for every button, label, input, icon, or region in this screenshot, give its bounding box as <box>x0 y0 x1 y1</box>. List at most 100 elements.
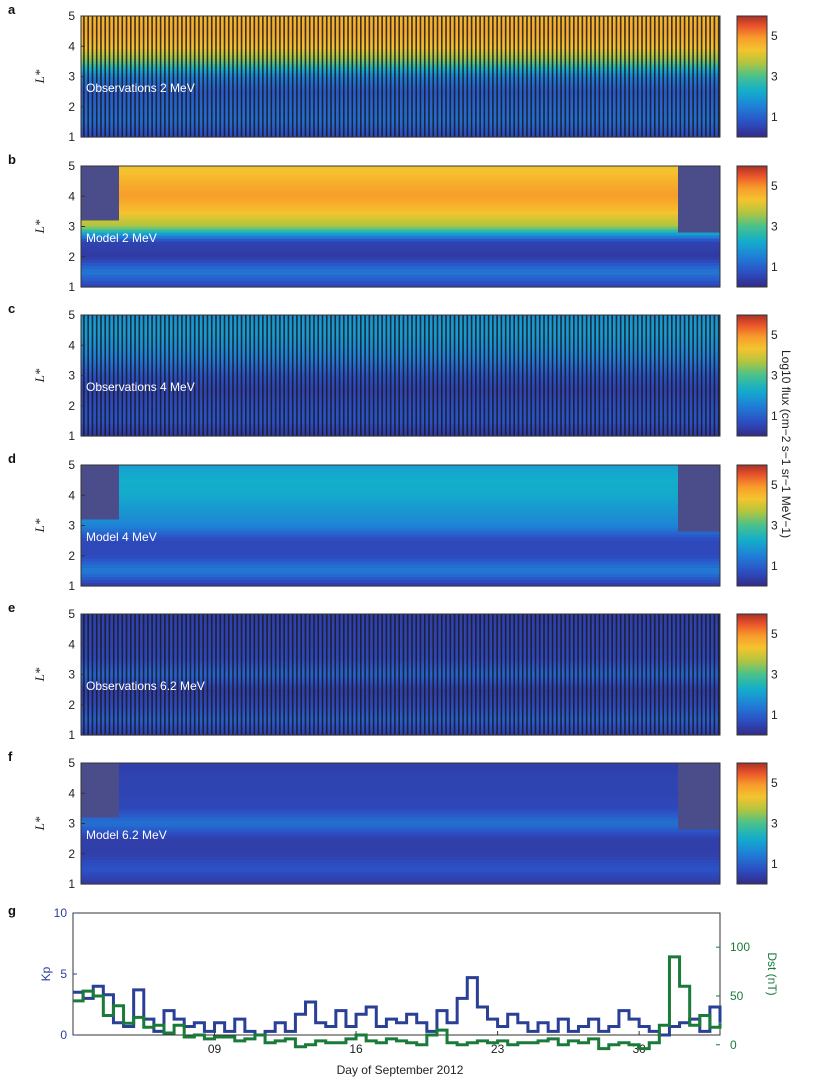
orbit-gap <box>492 16 494 137</box>
orbit-gap <box>496 16 498 137</box>
orbit-gap <box>692 315 694 436</box>
orbit-gap <box>381 16 383 137</box>
heatmap-band <box>81 483 720 487</box>
orbit-gap <box>257 16 260 137</box>
panel-f: f 1 2 3 4 5 L* Model 6.2 MeV 1 3 5 <box>8 749 778 891</box>
orbit-gap <box>543 614 545 735</box>
orbit-gap <box>95 16 98 137</box>
orbit-gap <box>300 16 302 137</box>
heatmap-band <box>81 495 720 499</box>
heatmap-band <box>81 339 720 343</box>
orbit-gap <box>445 614 447 735</box>
orbit-gap <box>555 315 558 436</box>
orbit-gap <box>129 315 132 436</box>
colorbar-tick-label: 3 <box>771 817 778 831</box>
orbit-gap <box>585 315 588 436</box>
orbit-gap <box>193 614 196 735</box>
y-tick-label: 5 <box>68 458 75 472</box>
orbit-gap <box>155 315 158 436</box>
orbit-gap <box>100 16 102 137</box>
orbit-gap <box>479 614 481 735</box>
orbit-gap <box>564 315 567 436</box>
orbit-gap <box>628 315 631 436</box>
no-data-region <box>678 465 720 532</box>
orbit-gap <box>653 614 656 735</box>
heatmap-band <box>81 37 720 41</box>
heatmap-band <box>81 564 720 569</box>
x-tick-label: 23 <box>491 1042 505 1056</box>
orbit-gap <box>411 614 413 735</box>
orbit-gap <box>223 16 226 137</box>
orbit-gap <box>266 16 268 137</box>
orbit-gap <box>372 315 375 436</box>
kp-axis-label: Kp <box>39 966 53 981</box>
orbit-gap <box>504 614 507 735</box>
orbit-gap <box>492 315 494 436</box>
heatmap-band <box>81 172 720 176</box>
heatmap-band <box>81 420 720 425</box>
orbit-gap <box>590 16 592 137</box>
orbit-gap <box>581 315 584 436</box>
heatmap-band <box>81 390 720 395</box>
orbit-gap <box>428 16 430 137</box>
orbit-gap <box>176 16 179 137</box>
heatmap-band <box>81 85 720 90</box>
heatmap-band <box>81 778 720 782</box>
heatmap-band <box>81 775 720 779</box>
heatmap-band <box>81 190 720 194</box>
orbit-gap <box>492 614 494 735</box>
orbit-gap <box>696 614 699 735</box>
orbit-gap <box>330 614 332 735</box>
colorbar-tick-label: 1 <box>771 260 778 274</box>
heatmap-band <box>81 28 720 32</box>
orbit-gap <box>394 614 396 735</box>
orbit-gap <box>466 614 469 735</box>
orbit-gap <box>688 16 690 137</box>
heatmap-band <box>81 417 720 422</box>
orbit-gap <box>458 315 460 436</box>
heatmap-band <box>81 268 720 273</box>
orbit-gap <box>415 16 418 137</box>
orbit-gap <box>398 315 400 436</box>
orbit-gap <box>91 614 94 735</box>
orbit-gap <box>653 315 656 436</box>
heatmap-band <box>81 728 720 733</box>
orbit-gap <box>692 614 694 735</box>
heatmap-band <box>81 109 720 114</box>
heatmap-band <box>81 668 720 673</box>
colorbar-tick-label: 3 <box>771 668 778 682</box>
orbit-gap <box>475 614 477 735</box>
orbit-gap <box>308 16 311 137</box>
heatmap-band <box>81 61 720 65</box>
orbit-gap <box>168 315 170 436</box>
heatmap-band <box>81 558 720 563</box>
orbit-gap <box>342 315 345 436</box>
heatmap-band <box>81 354 720 358</box>
orbit-gap <box>611 315 613 436</box>
orbit-gap <box>334 315 337 436</box>
orbit-gap <box>87 614 89 735</box>
orbit-gap <box>232 315 234 436</box>
orbit-gap <box>159 315 162 436</box>
heatmap-band <box>81 573 720 578</box>
heatmap-a <box>81 16 720 138</box>
heatmap-band <box>81 859 720 864</box>
orbit-gap <box>291 614 294 735</box>
orbit-gap <box>641 315 643 436</box>
heatmap-band <box>81 82 720 87</box>
heatmap-band <box>81 787 720 791</box>
heatmap-band <box>81 16 720 20</box>
heatmap-band <box>81 498 720 502</box>
orbit-gap <box>181 614 183 735</box>
panel-c: c 1 2 3 4 5 L* Observations 4 MeV 1 3 5 <box>8 301 778 443</box>
heatmap-band <box>81 384 720 389</box>
orbit-gap <box>253 16 256 137</box>
heatmap-band <box>81 713 720 718</box>
heatmap-band <box>81 549 720 554</box>
orbit-gap <box>138 315 141 436</box>
heatmap-band <box>81 244 720 249</box>
orbit-gap <box>568 315 571 436</box>
orbit-gap <box>581 16 584 137</box>
orbit-gap <box>121 315 124 436</box>
orbit-gap <box>705 315 707 436</box>
